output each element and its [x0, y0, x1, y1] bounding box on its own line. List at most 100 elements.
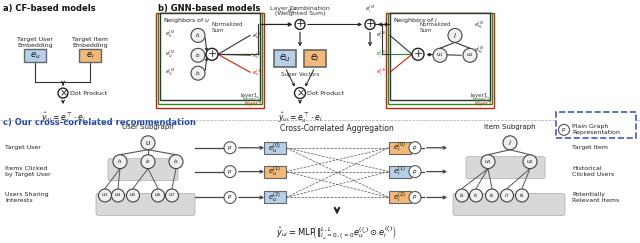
- Text: layer1: layer1: [470, 93, 488, 98]
- Circle shape: [523, 155, 537, 169]
- FancyBboxPatch shape: [453, 193, 565, 215]
- Text: $u$: $u$: [145, 139, 151, 147]
- Text: $e_u^{(2)}$: $e_u^{(2)}$: [268, 191, 282, 204]
- Bar: [386, 13, 494, 108]
- FancyBboxPatch shape: [466, 157, 545, 179]
- Text: $u_6$: $u_6$: [154, 191, 162, 200]
- Text: $e_u$: $e_u$: [279, 52, 291, 64]
- Text: $e_i^{(0)}$: $e_i^{(0)}$: [394, 141, 406, 155]
- Text: $u_5$: $u_5$: [129, 191, 137, 200]
- Bar: [264, 142, 286, 154]
- Circle shape: [191, 66, 205, 80]
- Text: $u_4$: $u_4$: [115, 191, 122, 200]
- Circle shape: [58, 88, 68, 98]
- Bar: [158, 13, 262, 104]
- Circle shape: [448, 28, 462, 42]
- Circle shape: [294, 88, 305, 99]
- Circle shape: [141, 136, 155, 150]
- Text: $u_3$: $u_3$: [101, 191, 109, 200]
- Text: $e_{u_2}^{(0)}$: $e_{u_2}^{(0)}$: [474, 45, 485, 56]
- Text: $i_5$: $i_5$: [473, 191, 479, 200]
- Text: $i_2$: $i_2$: [145, 157, 151, 166]
- Bar: [388, 13, 492, 104]
- Text: $\times$: $\times$: [59, 88, 67, 98]
- Bar: [389, 166, 411, 178]
- Circle shape: [224, 142, 236, 154]
- Circle shape: [409, 142, 421, 154]
- Text: Neighbors of $u$: Neighbors of $u$: [163, 16, 211, 25]
- Text: $p$: $p$: [227, 168, 232, 176]
- Circle shape: [141, 155, 155, 169]
- Text: Dot Product: Dot Product: [70, 91, 107, 95]
- Circle shape: [224, 191, 236, 203]
- Text: $e_i^{(2)}$: $e_i^{(2)}$: [376, 49, 387, 60]
- Text: layer2: layer2: [243, 97, 260, 102]
- Text: $u_1$: $u_1$: [484, 158, 492, 166]
- Text: $u_7$: $u_7$: [168, 191, 176, 200]
- Circle shape: [191, 28, 205, 42]
- Text: $i_1$: $i_1$: [117, 157, 123, 166]
- Circle shape: [169, 155, 183, 169]
- Text: $p$: $p$: [227, 193, 232, 201]
- FancyBboxPatch shape: [108, 159, 178, 181]
- Bar: [389, 142, 411, 154]
- Text: $e_u^{(0)}$: $e_u^{(0)}$: [287, 5, 298, 16]
- Text: Target Item: Target Item: [572, 145, 608, 150]
- Text: Plain Graph
Representation: Plain Graph Representation: [572, 124, 620, 135]
- Bar: [24, 49, 46, 62]
- Text: $i_3$: $i_3$: [173, 157, 179, 166]
- Circle shape: [127, 189, 140, 202]
- Circle shape: [500, 189, 513, 202]
- Circle shape: [111, 189, 125, 202]
- Text: $e_{i_1}^{(0)}$: $e_{i_1}^{(0)}$: [165, 29, 176, 41]
- Text: $e_u^{(1)}$: $e_u^{(1)}$: [268, 165, 282, 178]
- Text: $e_i^{(3)}$: $e_i^{(3)}$: [376, 67, 387, 78]
- Text: Neighbors of $i$: Neighbors of $i$: [393, 16, 438, 25]
- Circle shape: [99, 189, 111, 202]
- Text: $i_8$: $i_8$: [519, 191, 525, 200]
- Circle shape: [409, 191, 421, 203]
- Text: $i_4$: $i_4$: [460, 191, 465, 200]
- Text: a) CF-based models: a) CF-based models: [3, 4, 95, 13]
- Text: $e_i^{(1)}$: $e_i^{(1)}$: [376, 30, 387, 41]
- Text: $\hat{y}_{ui} = e_u^\top \cdot e_i$: $\hat{y}_{ui} = e_u^\top \cdot e_i$: [278, 110, 323, 125]
- Text: Target User
Embedding: Target User Embedding: [17, 37, 53, 48]
- Text: layer3: layer3: [244, 101, 262, 106]
- Bar: [304, 50, 326, 67]
- Bar: [264, 191, 286, 203]
- Text: Cross-Correlated Aggregation: Cross-Correlated Aggregation: [280, 124, 394, 133]
- Text: +: +: [207, 49, 217, 59]
- Text: Layer Combination
(Weighted Sum): Layer Combination (Weighted Sum): [270, 6, 330, 16]
- Circle shape: [166, 189, 179, 202]
- Text: $e_{u_1}^{(0)}$: $e_{u_1}^{(0)}$: [474, 20, 485, 31]
- Text: layer3: layer3: [475, 101, 492, 106]
- Bar: [264, 166, 286, 178]
- Text: Target User: Target User: [5, 145, 41, 150]
- Text: $p$: $p$: [412, 144, 418, 152]
- FancyBboxPatch shape: [556, 112, 636, 138]
- Text: Users Sharing
Interests: Users Sharing Interests: [5, 192, 49, 203]
- Text: $i_7$: $i_7$: [504, 191, 510, 200]
- Text: $e_i^{(0)}$: $e_i^{(0)}$: [365, 3, 375, 15]
- Text: $i$: $i$: [453, 31, 457, 40]
- Text: $\hat{y}_{ui} = e_u^\top \cdot e_i$: $\hat{y}_{ui} = e_u^\top \cdot e_i$: [40, 110, 86, 125]
- Text: $i_2$: $i_2$: [195, 51, 201, 60]
- Text: Potentially
Relevant Items: Potentially Relevant Items: [572, 192, 620, 203]
- Text: +: +: [365, 19, 374, 29]
- Text: Normalized
Sum: Normalized Sum: [420, 23, 451, 33]
- Text: $e_i^{(1)}$: $e_i^{(1)}$: [394, 165, 406, 179]
- Text: Historical
Clicked Users: Historical Clicked Users: [572, 166, 614, 177]
- Circle shape: [463, 48, 477, 62]
- Text: c) Our cross-correlated recommendation: c) Our cross-correlated recommendation: [3, 118, 196, 127]
- Text: $p$: $p$: [227, 144, 232, 152]
- FancyBboxPatch shape: [96, 193, 195, 215]
- Text: $e_{i_3}^{(0)}$: $e_{i_3}^{(0)}$: [165, 67, 176, 79]
- Text: $i_3$: $i_3$: [195, 69, 201, 78]
- Bar: [156, 13, 264, 108]
- Text: $e_u^{(0)}$: $e_u^{(0)}$: [268, 141, 282, 155]
- Text: $i_6$: $i_6$: [489, 191, 495, 200]
- Bar: [389, 191, 411, 203]
- Circle shape: [433, 48, 447, 62]
- Text: Item Subgraph: Item Subgraph: [484, 124, 536, 130]
- Circle shape: [456, 189, 468, 202]
